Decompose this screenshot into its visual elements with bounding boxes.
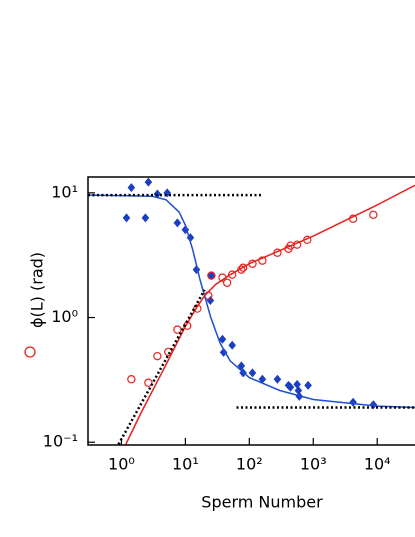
data-point [228, 340, 237, 350]
legend-marker [24, 346, 36, 358]
data-point [173, 325, 182, 334]
x-tick-label: 10³ [300, 455, 327, 474]
data-point [369, 400, 378, 410]
y-axis-label: ϕ(L) (rad) [28, 252, 47, 328]
data-point [207, 271, 216, 281]
data-point [153, 351, 162, 361]
data-point [206, 295, 215, 305]
data-point [286, 382, 295, 392]
y-tick-label: 10⁰ [51, 307, 78, 326]
data-point [248, 368, 257, 378]
data-point [294, 385, 303, 395]
data-point [144, 177, 153, 187]
data-point [228, 270, 237, 279]
data-point [192, 265, 201, 275]
data-point [369, 210, 378, 219]
x-tick-label: 10¹ [172, 455, 199, 474]
data-point [144, 378, 153, 387]
data-point [237, 361, 246, 371]
reference-line [117, 289, 206, 445]
data-point [207, 271, 216, 280]
data-point [258, 374, 267, 384]
data-point [141, 213, 150, 223]
data-point [238, 263, 248, 272]
y-tick-label: 10⁻¹ [43, 432, 78, 451]
data-point [127, 375, 136, 384]
y-tick-label: 10¹ [51, 182, 78, 201]
plot-area [88, 177, 415, 445]
data-point [218, 334, 227, 344]
data-point [122, 213, 131, 223]
fit-line [124, 184, 415, 445]
x-tick-label: 10⁴ [364, 455, 391, 474]
x-tick-label: 10² [236, 455, 263, 474]
data-point [222, 278, 232, 287]
x-axis-label: Sperm Number [201, 493, 323, 512]
data-point [193, 304, 202, 313]
data-point [181, 225, 190, 235]
data-point [173, 218, 182, 228]
data-point [219, 347, 228, 357]
data-point [349, 397, 357, 407]
fit-line [88, 194, 415, 409]
x-tick-label: 10⁰ [108, 455, 135, 474]
data-point [258, 256, 267, 265]
data-point [127, 183, 136, 193]
axes-frame [87, 176, 415, 446]
data-point [304, 380, 312, 390]
data-point [293, 379, 301, 389]
data-point [273, 374, 282, 384]
